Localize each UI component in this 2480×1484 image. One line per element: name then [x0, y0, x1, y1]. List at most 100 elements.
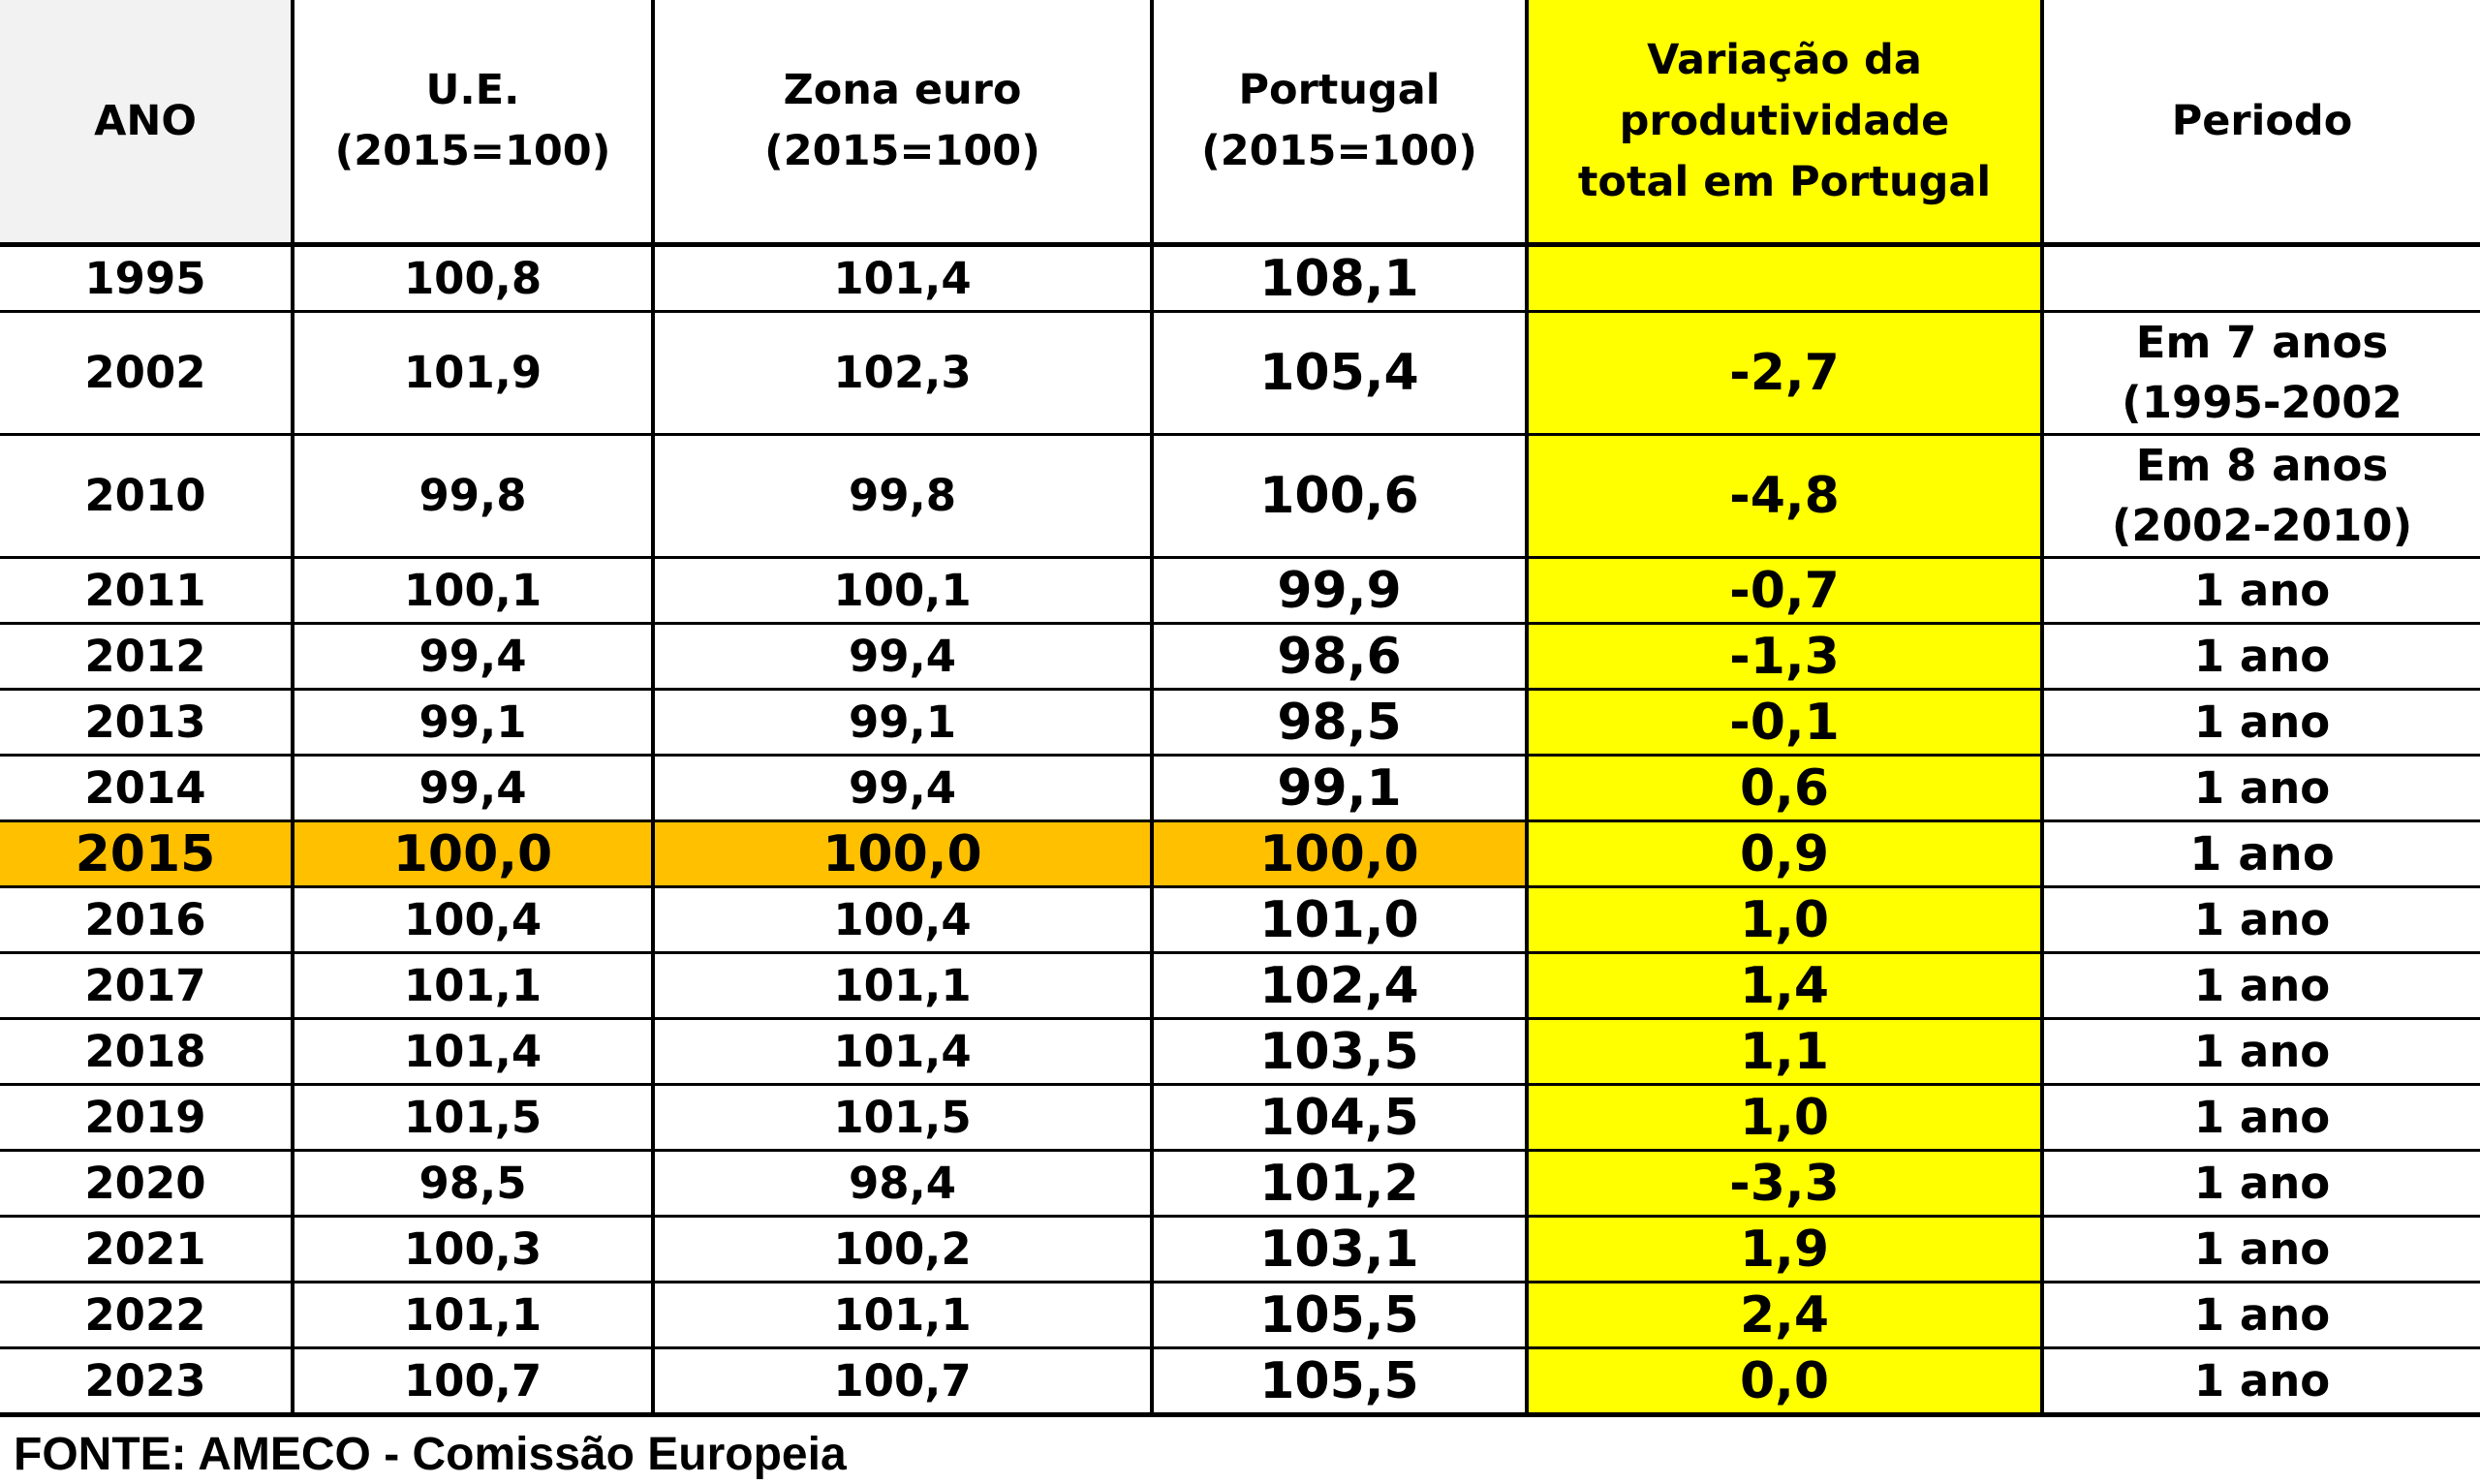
cell-portugal: 101,2 [1152, 1150, 1529, 1218]
cell-ue: 99,1 [293, 689, 655, 757]
cell-ue: 100,8 [293, 244, 655, 313]
cell-ue: 100,0 [293, 820, 655, 888]
source-note: FONTE: AMECO - Comissão Europeia [14, 1429, 847, 1480]
cell-portugal: 98,6 [1152, 623, 1529, 691]
table-row: 2023 100,7 100,7 105,5 0,0 1 ano [0, 1347, 2480, 1417]
cell-ano: 2021 [0, 1216, 294, 1283]
cell-ano: 2023 [0, 1347, 294, 1417]
cell-variacao: -3,3 [1527, 1150, 2044, 1218]
cell-ano: 2012 [0, 623, 294, 691]
cell-portugal: 105,5 [1152, 1347, 1529, 1417]
cell-variacao: 0,9 [1527, 820, 2044, 888]
cell-zona-euro: 100,7 [653, 1347, 1154, 1417]
cell-periodo: 1 ano [2042, 1347, 2480, 1417]
cell-portugal: 104,5 [1152, 1084, 1529, 1152]
cell-portugal: 99,9 [1152, 557, 1529, 625]
text-line: (2015=100) [764, 127, 1040, 175]
cell-portugal: 105,5 [1152, 1282, 1529, 1349]
text-line: Em 7 anos [2135, 317, 2389, 368]
cell-periodo: Em 7 anos (1995-2002 [2042, 311, 2480, 436]
text-line: Em 8 anos [2135, 440, 2389, 491]
cell-portugal: 101,0 [1152, 886, 1529, 954]
cell-zona-euro: 100,2 [653, 1216, 1154, 1283]
table-row: 2012 99,4 99,4 98,6 -1,3 1 ano [0, 623, 2480, 691]
table-row: 2014 99,4 99,4 99,1 0,6 1 ano [0, 755, 2480, 822]
productivity-table-container: ANO U.E. (2015=100) Zona euro (2015=100) P… [0, 0, 2480, 1417]
cell-portugal: 102,4 [1152, 952, 1529, 1020]
cell-zona-euro: 99,4 [653, 755, 1154, 822]
table-row: 2022 101,1 101,1 105,5 2,4 1 ano [0, 1282, 2480, 1349]
text-line: 1 ano [2193, 1288, 2331, 1341]
cell-ue: 100,4 [293, 886, 655, 954]
text-line: 1 ano [2193, 893, 2331, 945]
cell-portugal: 105,4 [1152, 311, 1529, 436]
cell-ano: 2011 [0, 557, 294, 625]
text-line: 1 ano [2193, 630, 2331, 682]
cell-variacao: 2,4 [1527, 1282, 2044, 1349]
cell-ue: 101,9 [293, 311, 655, 436]
table-row: 2016 100,4 100,4 101,0 1,0 1 ano [0, 886, 2480, 954]
cell-ano: 2014 [0, 755, 294, 822]
cell-zona-euro: 99,4 [653, 623, 1154, 691]
cell-periodo: 1 ano [2042, 952, 2480, 1020]
cell-variacao: 1,4 [1527, 952, 2044, 1020]
text-line: 1 ano [2193, 696, 2331, 748]
text-line: 1 ano [2193, 1025, 2331, 1077]
cell-periodo [2042, 244, 2480, 313]
cell-periodo: 1 ano [2042, 623, 2480, 691]
table-row: 1995 100,8 101,4 108,1 [0, 244, 2480, 313]
cell-ue: 99,4 [293, 755, 655, 822]
cell-ano: 1995 [0, 244, 294, 313]
cell-ue: 99,8 [293, 434, 655, 559]
cell-portugal: 103,5 [1152, 1018, 1529, 1086]
table-row: 2015 100,0 100,0 100,0 0,9 1 ano [0, 820, 2480, 888]
text-line: Zona euro [783, 66, 1022, 114]
cell-ue: 100,1 [293, 557, 655, 625]
cell-ano: 2016 [0, 886, 294, 954]
cell-variacao: 1,0 [1527, 886, 2044, 954]
cell-variacao: 1,9 [1527, 1216, 2044, 1283]
table-row: 2021 100,3 100,2 103,1 1,9 1 ano [0, 1216, 2480, 1283]
cell-periodo: 1 ano [2042, 1282, 2480, 1349]
cell-ano: 2002 [0, 311, 294, 436]
cell-periodo: 1 ano [2042, 1084, 2480, 1152]
productivity-table: ANO U.E. (2015=100) Zona euro (2015=100) P… [0, 0, 2480, 1417]
cell-zona-euro: 100,4 [653, 886, 1154, 954]
cell-ue: 100,7 [293, 1347, 655, 1417]
header-variacao: Variação da produtividade total em Portuga… [1527, 0, 2044, 247]
cell-zona-euro: 101,5 [653, 1084, 1154, 1152]
text-line: 1 ano [2193, 761, 2331, 814]
text-line: (2015=100) [1201, 127, 1477, 175]
cell-variacao: 1,1 [1527, 1018, 2044, 1086]
table-row: 2013 99,1 99,1 98,5 -0,1 1 ano [0, 689, 2480, 757]
cell-ue: 100,3 [293, 1216, 655, 1283]
text-line: 1 ano [2193, 1091, 2331, 1143]
table-row: 2002 101,9 102,3 105,4 -2,7 Em 7 anos (1995-20… [0, 311, 2480, 436]
cell-periodo: 1 ano [2042, 886, 2480, 954]
text-line: 1 ano [2189, 826, 2335, 881]
text-line: produtividade [1619, 96, 1950, 145]
cell-variacao: -0,1 [1527, 689, 2044, 757]
cell-variacao: -1,3 [1527, 623, 2044, 691]
cell-zona-euro: 101,4 [653, 1018, 1154, 1086]
cell-ue: 101,1 [293, 952, 655, 1020]
cell-ano: 2017 [0, 952, 294, 1020]
cell-ano: 2018 [0, 1018, 294, 1086]
header-ue: U.E. (2015=100) [293, 0, 655, 247]
cell-ue: 101,4 [293, 1018, 655, 1086]
text-line: total em Portugal [1577, 157, 1992, 206]
cell-variacao: -0,7 [1527, 557, 2044, 625]
cell-periodo: 1 ano [2042, 1018, 2480, 1086]
header-ano: ANO [0, 0, 294, 247]
text-line: ANO [94, 96, 197, 145]
cell-portugal: 100,0 [1152, 820, 1529, 888]
header-periodo: Periodo [2042, 0, 2480, 247]
cell-periodo: 1 ano [2042, 755, 2480, 822]
text-line: 1 ano [2193, 959, 2331, 1011]
cell-ano: 2015 [0, 820, 294, 888]
cell-periodo: 1 ano [2042, 1150, 2480, 1218]
table-row: 2010 99,8 99,8 100,6 -4,8 Em 8 anos (2002-2010… [0, 434, 2480, 559]
cell-periodo: 1 ano [2042, 1216, 2480, 1283]
cell-zona-euro: 100,1 [653, 557, 1154, 625]
cell-ue: 99,4 [293, 623, 655, 691]
